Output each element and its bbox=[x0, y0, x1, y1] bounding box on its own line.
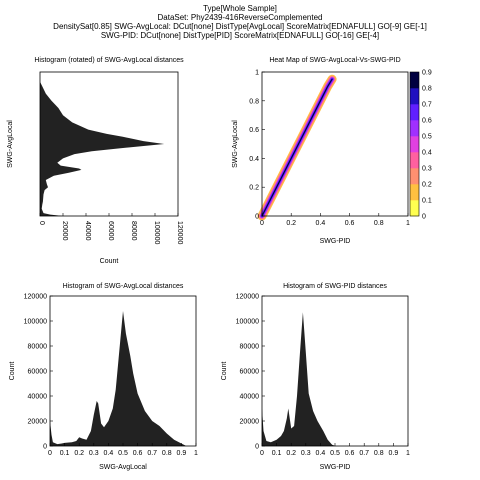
panel2-xtick-label: 0.4 bbox=[316, 220, 326, 227]
header-type: Type[Whole Sample] bbox=[203, 4, 277, 13]
panel1-xtick-label: 100000 bbox=[153, 221, 160, 244]
panel2-density-band bbox=[261, 78, 333, 217]
panel3-ytick-label: 60000 bbox=[28, 369, 48, 376]
panel2-xtick-label: 1 bbox=[406, 220, 410, 227]
panel4-title: Histogram of SWG-PID distances bbox=[283, 283, 387, 290]
panel3-xlabel: SWG-AvgLocal bbox=[99, 464, 147, 471]
panel4-xlabel: SWG-PID bbox=[320, 464, 351, 471]
panel4-ytick-label: 20000 bbox=[240, 419, 260, 426]
colorbar-tick-label: 0.3 bbox=[422, 166, 432, 173]
panel3-xtick-label: 0.8 bbox=[162, 450, 172, 457]
panel1-xtick-label: 0 bbox=[38, 221, 45, 225]
panel3-xtick-label: 0.7 bbox=[147, 450, 157, 457]
panel2-xtick-label: 0 bbox=[260, 220, 264, 227]
panel2-ylabel: SWG-AvgLocal bbox=[232, 120, 239, 168]
colorbar-tick-label: 0.5 bbox=[422, 134, 432, 141]
colorbar-tick-label: 0.8 bbox=[422, 86, 432, 93]
colorbar-segment bbox=[410, 136, 419, 153]
panel4-xtick-label: 0.4 bbox=[316, 450, 326, 457]
panel4-ytick-label: 80000 bbox=[240, 344, 260, 351]
panel3-xtick-label: 0.1 bbox=[60, 450, 70, 457]
colorbar-segment bbox=[410, 168, 419, 185]
panel4-ytick-label: 40000 bbox=[240, 394, 260, 401]
panel2-xtick-label: 0.8 bbox=[374, 220, 384, 227]
panel3-xtick-label: 0.2 bbox=[74, 450, 84, 457]
panel2-ytick-label: 0.2 bbox=[249, 185, 259, 192]
panel4-xtick-label: 0.2 bbox=[286, 450, 296, 457]
panel4-xtick-label: 0.5 bbox=[330, 450, 340, 457]
colorbar-segment bbox=[410, 88, 419, 105]
panel3-ytick-label: 40000 bbox=[28, 394, 48, 401]
colorbar-segment bbox=[410, 184, 419, 201]
panel4-xtick-label: 0.6 bbox=[345, 450, 355, 457]
panel3-ytick-label: 100000 bbox=[24, 319, 47, 326]
panel3-title: Histogram of SWG-AvgLocal distances bbox=[63, 283, 184, 290]
panel3-xtick-label: 0.9 bbox=[177, 450, 187, 457]
panel2-ytick-label: 0.4 bbox=[249, 156, 259, 163]
colorbar-tick-label: 0.6 bbox=[422, 118, 432, 125]
panel3-ytick-label: 20000 bbox=[28, 419, 48, 426]
panel3-xtick-label: 0 bbox=[48, 450, 52, 457]
panel4-xtick-label: 0.3 bbox=[301, 450, 311, 457]
colorbar-segment bbox=[410, 200, 419, 217]
panel3-ylabel: Count bbox=[9, 362, 16, 381]
colorbar-segment bbox=[410, 72, 419, 89]
panel3-xtick-label: 1 bbox=[194, 450, 198, 457]
panel4-ytick-label: 120000 bbox=[236, 294, 259, 301]
panel1-xtick-label: 40000 bbox=[84, 221, 91, 241]
header-dataset: DataSet: Phy2439-416ReverseComplemented bbox=[157, 13, 323, 22]
header-avglocal-params: DensitySat[0.85] SWG-AvgLocal: DCut[none… bbox=[53, 22, 427, 31]
panel2-xtick-label: 0.2 bbox=[286, 220, 296, 227]
panel1-xtick-label: 80000 bbox=[130, 221, 137, 241]
colorbar-segment bbox=[410, 152, 419, 169]
panel3-ytick-label: 120000 bbox=[24, 294, 47, 301]
panel4-histogram-area bbox=[262, 312, 335, 446]
panel4-xtick-label: 1 bbox=[406, 450, 410, 457]
panel2-frame bbox=[261, 71, 409, 217]
panel2-ytick-label: 0.8 bbox=[249, 98, 259, 105]
panel2-title: Heat Map of SWG-AvgLocal-Vs-SWG-PID bbox=[269, 57, 400, 64]
panel4-xtick-label: 0.7 bbox=[359, 450, 369, 457]
panel3-histogram-area bbox=[50, 311, 186, 446]
panel4-ytick-label: 0 bbox=[255, 444, 259, 451]
panel2-xtick-label: 0.6 bbox=[345, 220, 355, 227]
panel2-ytick-label: 0.6 bbox=[249, 127, 259, 134]
colorbar-tick-label: 0.2 bbox=[422, 182, 432, 189]
colorbar-segment bbox=[410, 120, 419, 137]
panel3-xtick-label: 0.5 bbox=[118, 450, 128, 457]
panel1-xtick-label: 20000 bbox=[61, 221, 68, 241]
panel1-xtick-label: 60000 bbox=[107, 221, 114, 241]
panel2-ytick-label: 0 bbox=[255, 214, 259, 221]
panel4-xtick-label: 0.9 bbox=[389, 450, 399, 457]
colorbar-tick-label: 0.4 bbox=[422, 150, 432, 157]
panel3-ytick-label: 0 bbox=[43, 444, 47, 451]
header-pid-params: SWG-PID: DCut[none] DistType[PID] ScoreM… bbox=[100, 31, 380, 40]
panel4-ytick-label: 100000 bbox=[236, 319, 259, 326]
panel2-xlabel: SWG-PID bbox=[320, 238, 351, 245]
colorbar-tick-label: 0.9 bbox=[422, 70, 432, 77]
panel4-xtick-label: 0.8 bbox=[374, 450, 384, 457]
panel1-histogram-area bbox=[40, 82, 165, 216]
panel3-xtick-label: 0.4 bbox=[104, 450, 114, 457]
colorbar-tick-label: 0.1 bbox=[422, 198, 432, 205]
colorbar-tick-label: 0.7 bbox=[422, 102, 432, 109]
panel3-ytick-label: 80000 bbox=[28, 344, 48, 351]
panel3-xtick-label: 0.6 bbox=[133, 450, 143, 457]
panel4-ytick-label: 60000 bbox=[240, 369, 260, 376]
panel1-xlabel: Count bbox=[100, 258, 119, 265]
colorbar-frame bbox=[409, 71, 420, 217]
panel2-ytick-label: 1 bbox=[255, 70, 259, 77]
panel3-xtick-label: 0.3 bbox=[89, 450, 99, 457]
colorbar-segment bbox=[410, 104, 419, 121]
panel1-title: Histogram (rotated) of SWG-AvgLocal dist… bbox=[34, 57, 184, 64]
colorbar-tick-label: 0 bbox=[422, 214, 426, 221]
panel1-xtick-label: 120000 bbox=[176, 221, 183, 244]
panel1-ylabel: SWG-AvgLocal bbox=[7, 120, 14, 168]
panel4-frame bbox=[261, 295, 409, 447]
panel4-xtick-label: 0 bbox=[260, 450, 264, 457]
panel4-ylabel: Count bbox=[221, 362, 228, 381]
panel4-xtick-label: 0.1 bbox=[272, 450, 282, 457]
